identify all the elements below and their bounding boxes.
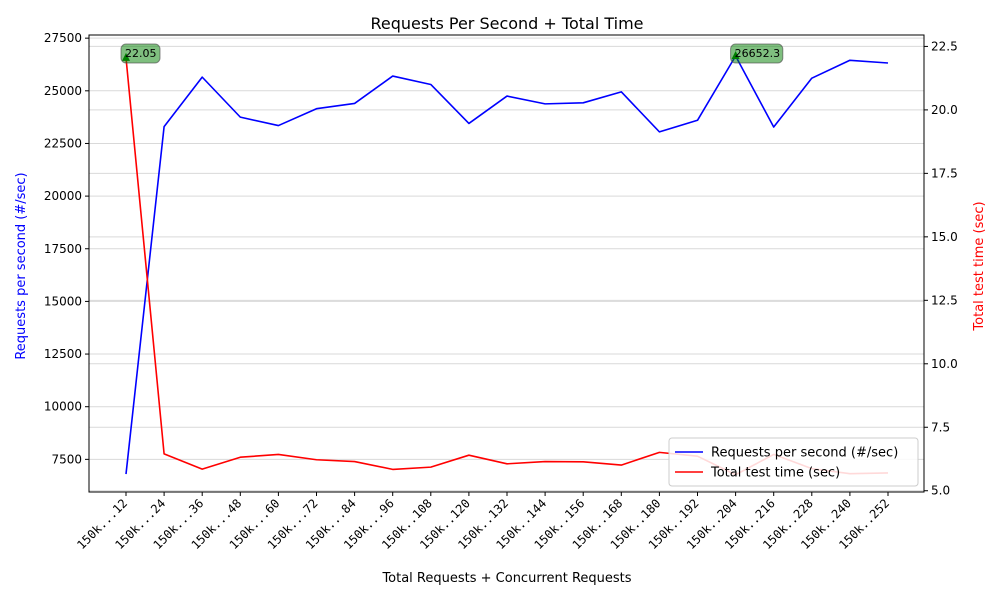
y-right-tick-label: 22.5	[931, 39, 958, 53]
y-left-tick-label: 10000	[44, 400, 82, 414]
annotation-label-1: 26652.3	[735, 47, 781, 60]
y-right-tick-label: 15.0	[931, 230, 958, 244]
y-right-tick-label: 10.0	[931, 357, 958, 371]
y-right-tick-label: 12.5	[931, 293, 958, 307]
legend-label-1: Total test time (sec)	[710, 466, 840, 481]
legend-label-0: Requests per second (#/sec)	[711, 446, 898, 461]
y-right-tick-label: 7.5	[931, 420, 950, 434]
y-right-tick-label: 5.0	[931, 484, 950, 498]
annotation-box-1	[730, 43, 784, 64]
series-line-0	[125, 55, 889, 475]
annotation-box-0	[120, 43, 161, 64]
y-left-tick-label: 25000	[44, 84, 82, 98]
y-left-tick-label: 17500	[44, 242, 82, 256]
y-left-tick-label: 12500	[44, 347, 82, 361]
y-left-tick-label: 15000	[44, 294, 82, 308]
y-left-tick-label: 22500	[44, 136, 82, 150]
y-left-tick-label: 27500	[44, 31, 82, 45]
annotations: 22.05 26652.3	[120, 43, 784, 64]
y-right-tick-label: 17.5	[931, 166, 958, 180]
y-axis-left-title: Requests per second (#/sec)	[14, 172, 29, 359]
legend-box	[668, 437, 919, 487]
y-left-tick-label: 7500	[51, 452, 82, 466]
legend: Requests per second (#/sec) Total test ti…	[668, 437, 919, 487]
x-axis-title: Total Requests + Concurrent Requests	[381, 571, 631, 586]
y-right-tick-label: 20.0	[931, 103, 958, 117]
chart-title: Requests Per Second + Total Time	[370, 14, 643, 33]
y-left-tick-label: 20000	[44, 189, 82, 203]
grid-lines	[89, 37, 924, 492]
y-axis-right-title: Total test time (sec)	[972, 201, 987, 331]
annotation-label-0: 22.05	[125, 47, 157, 60]
